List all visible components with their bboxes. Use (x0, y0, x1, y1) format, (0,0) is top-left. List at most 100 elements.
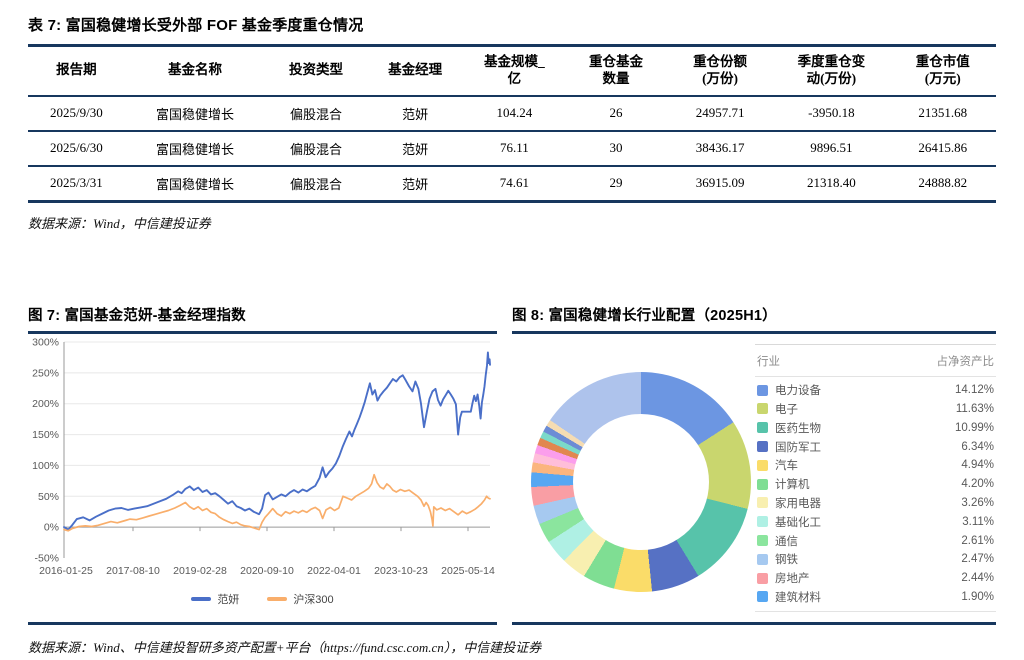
table-cell: -3950.18 (808, 105, 855, 121)
table-cell: 24888.82 (889, 164, 996, 202)
table-cell: 26 (609, 105, 623, 121)
legend-row: 基础化工 3.11% (755, 512, 996, 531)
svg-text:-50%: -50% (34, 552, 59, 564)
series-dash-icon (267, 596, 288, 601)
table-cell: 21318.40 (773, 164, 890, 202)
bottom-rule (28, 621, 497, 625)
line-chart: 300% 250% 200% 150% 100% 50% 0% -50% 2016-01-25 2… (28, 334, 497, 591)
legend-row: 计算机 4.20% (755, 475, 996, 494)
legend-label: 沪深300 (293, 593, 334, 606)
legend-header-ratio: 占净资产比 (936, 355, 995, 368)
donut-hole (573, 413, 709, 550)
figures-source: 数据来源：Wind、中信建投智研多资产配置+平台（https://fund.cs… (28, 639, 542, 655)
legend-item-fanyan: 范妍 (191, 591, 239, 607)
industry-label: 基础化工 (775, 516, 821, 529)
svg-text:100%: 100% (32, 460, 59, 472)
legend-swatch (757, 459, 768, 471)
legend-row: 家用电器 3.26% (755, 494, 996, 513)
title-rule (28, 330, 497, 334)
legend-row: 汽车 4.94% (755, 456, 996, 475)
industry-value: 14.12% (954, 384, 994, 397)
table-cell: 2025/6/30 (28, 129, 125, 166)
table-cell: 富国稳健增长 (155, 106, 234, 122)
figure7: 图 7: 富国基金范妍-基金经理指数 300% 250% 200% 150% 100% 5… (28, 304, 497, 625)
legend-row: 房地产 2.44% (755, 569, 996, 588)
industry-value: 6.34% (961, 440, 994, 453)
table7-title: 表 7: 富国稳健增长受外部 FOF 基金季度重仓情况 (28, 17, 364, 34)
legend-row: 通信 2.61% (755, 531, 996, 550)
svg-text:50%: 50% (38, 491, 59, 503)
table-cell: 29 (565, 164, 667, 202)
line-chart-area: 300% 250% 200% 150% 100% 50% 0% -50% 2016-01-25 2… (28, 333, 497, 622)
table-cell: 2025/3/31 (28, 164, 125, 202)
industry-label: 电力设备 (775, 385, 821, 398)
industry-value: 3.11% (962, 515, 994, 528)
legend-row: 医药生物 10.99% (755, 418, 996, 437)
bottom-rule (512, 621, 996, 625)
series-dash-icon (191, 596, 212, 601)
svg-text:150%: 150% (32, 429, 59, 441)
figure8: 图 8: 富国稳健增长行业配置（2025H1） 行业 占净资产比 电力设备 14.… (512, 304, 996, 625)
table-cell: 偏股混合 (265, 129, 367, 166)
legend-row: 电力设备 14.12% (755, 381, 996, 400)
industry-label: 钢铁 (775, 554, 798, 567)
line-chart-legend: 范妍 沪深300 (28, 591, 497, 607)
industry-value: 10.99% (954, 421, 994, 434)
industry-value: 1.90% (961, 590, 994, 603)
svg-text:2025-05-14: 2025-05-14 (441, 565, 495, 577)
table-cell: 2025/9/30 (50, 105, 103, 121)
legend-swatch (757, 572, 768, 584)
table-header-row: 报告期 基金名称 投资类型 基金经理 基金规模_ 亿 重仓基金 数量 重仓份额 … (28, 45, 996, 97)
table-cell: 38436.17 (666, 129, 774, 166)
figure8-title: 图 8: 富国稳健增长行业配置（2025H1） (512, 307, 777, 324)
industry-value: 2.44% (961, 572, 994, 585)
legend-swatch (757, 553, 768, 565)
table-row: 2025/9/30 富国稳健增长 偏股混合 范妍 104.24 26 24957… (28, 96, 996, 131)
svg-text:2016-01-25: 2016-01-25 (39, 565, 93, 577)
table-cell: 74.61 (463, 164, 566, 202)
table-cell: 偏股混合 (265, 164, 367, 202)
table-cell: 30 (565, 129, 667, 166)
svg-text:200%: 200% (32, 398, 59, 410)
legend-header: 行业 占净资产比 (755, 345, 996, 377)
industry-value: 2.61% (961, 534, 994, 547)
figure7-title: 图 7: 富国基金范妍-基金经理指数 (28, 307, 246, 324)
industry-value: 3.26% (961, 496, 994, 509)
industry-label: 计算机 (775, 479, 810, 492)
table-cell: 26415.86 (889, 129, 996, 166)
table-cell: 9896.51 (773, 129, 890, 166)
legend-rows: 电力设备 14.12% 电子 11.63% 医药生物 10.99% 国防军工 6.34%… (755, 377, 996, 613)
legend-row: 电子 11.63% (755, 400, 996, 419)
industry-label: 电子 (775, 403, 798, 416)
industry-value: 2.47% (961, 553, 994, 566)
header-cell: 重仓份额 (万份) (666, 45, 774, 97)
industry-label: 通信 (775, 535, 798, 548)
legend-row: 钢铁 2.47% (755, 550, 996, 569)
industry-value: 4.20% (961, 478, 994, 491)
table-cell: 富国稳健增长 (124, 129, 266, 166)
svg-text:2017-08-10: 2017-08-10 (106, 565, 160, 577)
table7-source: 数据来源：Wind，中信建投证券 (28, 215, 211, 231)
industry-legend-panel: 行业 占净资产比 电力设备 14.12% 电子 11.63% 医药生物 10.99% … (755, 343, 996, 613)
header-cell: 基金规模_ 亿 (463, 45, 566, 97)
svg-text:2023-10-23: 2023-10-23 (374, 565, 428, 577)
table-cell: 21351.68 (918, 105, 968, 121)
industry-label: 汽车 (775, 460, 798, 473)
legend-swatch (757, 478, 768, 490)
svg-text:2020-09-10: 2020-09-10 (240, 565, 294, 577)
table-cell: 104.24 (496, 105, 533, 121)
svg-text:300%: 300% (32, 336, 59, 348)
legend-swatch (757, 441, 768, 453)
legend-swatch (757, 535, 768, 547)
industry-label: 建筑材料 (775, 591, 821, 604)
legend-header-industry: 行业 (757, 355, 780, 368)
industry-label: 国防军工 (775, 441, 821, 454)
legend-swatch (757, 422, 768, 434)
legend-row: 国防军工 6.34% (755, 437, 996, 456)
header-cell: 基金经理 (366, 45, 464, 97)
table-cell: 范妍 (366, 164, 464, 202)
title-rule (512, 330, 996, 334)
legend-swatch (757, 403, 768, 415)
donut-chart (531, 371, 751, 592)
industry-value: 4.94% (961, 459, 994, 472)
